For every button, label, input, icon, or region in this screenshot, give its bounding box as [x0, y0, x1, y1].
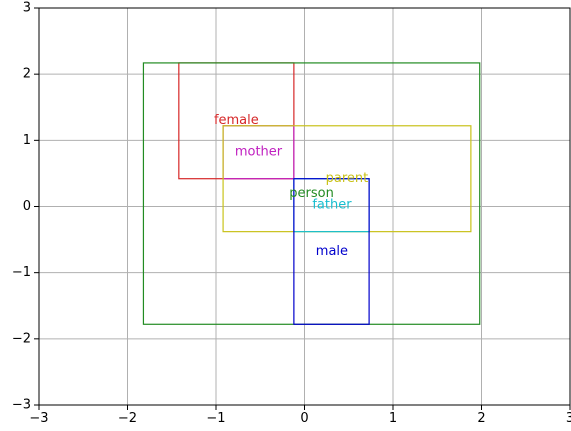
male-label: male	[316, 244, 348, 259]
y-tick-label: −2	[12, 331, 31, 346]
x-tick-label: −3	[29, 411, 48, 426]
person-label: person	[289, 186, 334, 201]
x-tick-label: −2	[118, 411, 137, 426]
y-tick-label: 0	[23, 199, 31, 214]
x-tick-label: −1	[206, 411, 225, 426]
parent-label: parent	[326, 171, 369, 186]
father-label: father	[312, 198, 352, 213]
y-tick-label: 2	[23, 67, 31, 82]
mother-label: mother	[235, 145, 283, 160]
x-tick-label: 3	[566, 411, 571, 426]
x-tick-label: 2	[477, 411, 485, 426]
y-tick-label: 1	[23, 133, 31, 148]
male-box	[293, 178, 370, 325]
x-tick-label: 0	[300, 411, 308, 426]
y-tick-label: −1	[12, 265, 31, 280]
box-layer	[142, 62, 481, 325]
y-tick-label: −3	[12, 398, 31, 413]
x-tick-label: 1	[389, 411, 397, 426]
tick-layer: −3 −2 −1 0 1 2 3 −3 −2 −1 0 1 2 3	[12, 1, 571, 427]
y-tick-label: 3	[23, 1, 31, 16]
female-label: female	[214, 113, 259, 128]
